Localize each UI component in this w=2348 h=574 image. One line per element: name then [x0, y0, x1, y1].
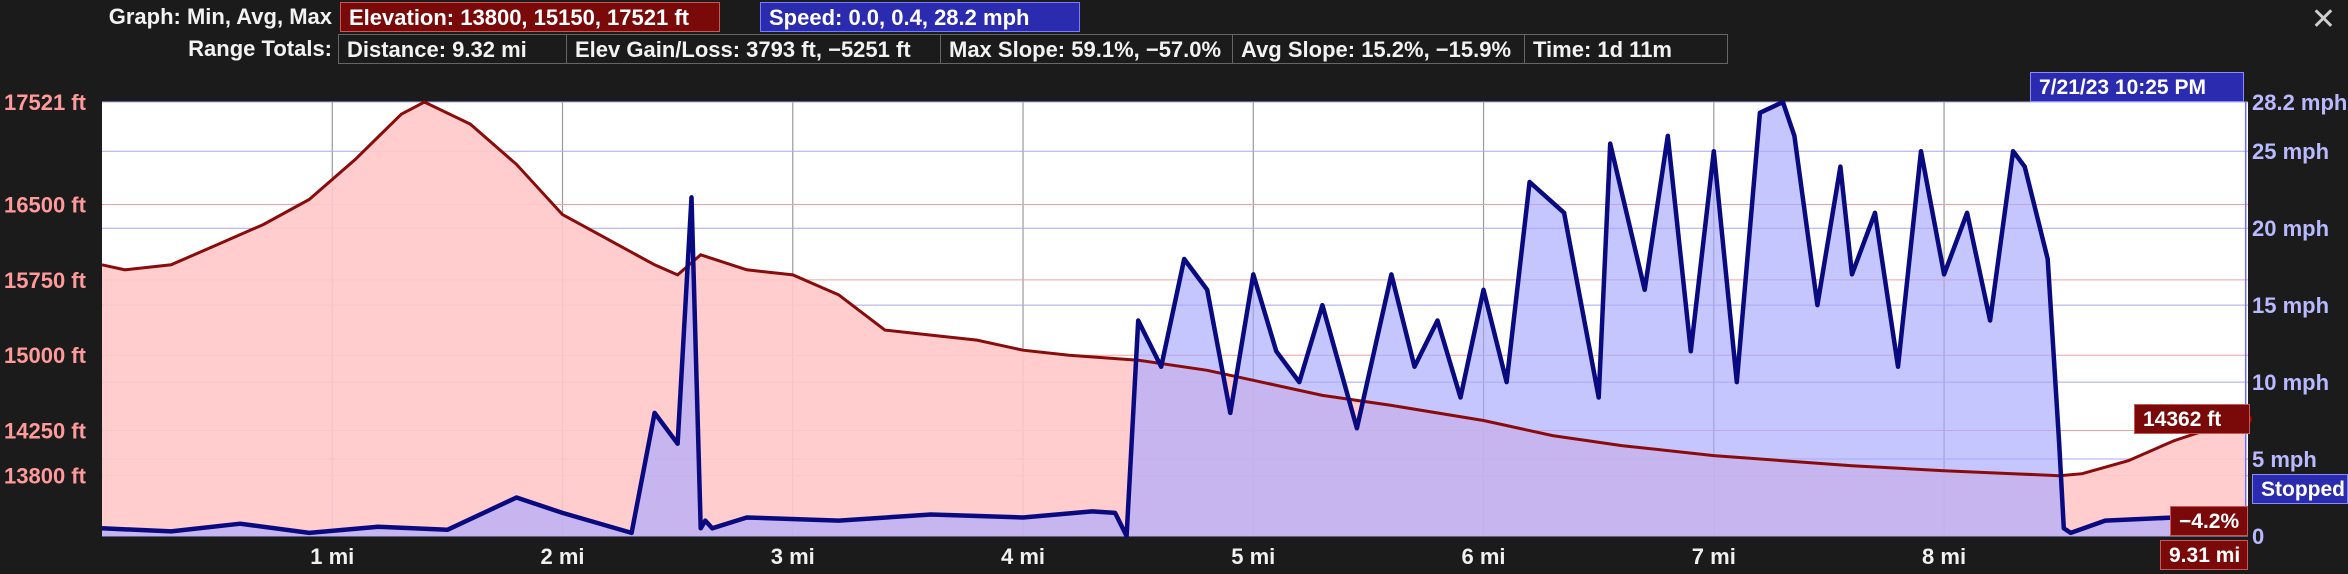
elevation-tick-label: 14250 ft	[4, 419, 87, 444]
speed-axis: 0 5 mph 10 mph 15 mph 20 mph 25 mph 28.2 mph	[2252, 90, 2347, 549]
close-icon[interactable]: ✕	[2310, 3, 2336, 36]
elevation-area	[102, 102, 2246, 536]
distance-tick-label: 4 mi	[1001, 544, 1045, 569]
avg-slope-total: Avg Slope: 15.2%, −15.9%	[1232, 34, 1526, 64]
distance-tick-label: 2 mi	[540, 544, 584, 569]
range-totals-label: Range Totals:	[188, 36, 332, 61]
graph-label: Graph: Min, Avg, Max	[108, 4, 332, 29]
speed-summary-chip[interactable]: Speed: 0.0, 0.4, 28.2 mph	[760, 2, 1080, 32]
distance-tick-label: 8 mi	[1922, 544, 1966, 569]
elev-gain-loss-total: Elev Gain/Loss: 3793 ft, −5251 ft	[566, 34, 942, 64]
speed-area	[102, 102, 2246, 536]
cursor-distance-label: 9.31 mi	[2160, 540, 2248, 570]
speed-tick-label: 0	[2252, 524, 2264, 549]
elevation-tick-label: 13800 ft	[4, 464, 87, 489]
speed-tick-label: 28.2 mph	[2252, 90, 2347, 115]
speed-tick-label: 20 mph	[2252, 216, 2329, 241]
speed-tick-label: 15 mph	[2252, 293, 2329, 318]
speed-tick-label: 10 mph	[2252, 370, 2329, 395]
elevation-tick-label: 16500 ft	[4, 193, 87, 218]
cursor-timestamp: 7/21/23 10:25 PM	[2030, 72, 2244, 102]
distance-tick-label: 1 mi	[310, 544, 354, 569]
elevation-tick-label: 15750 ft	[4, 268, 87, 293]
elevation-line	[101, 100, 2247, 478]
speed-line	[101, 99, 2246, 539]
cursor-elevation-label: 14362 ft	[2134, 404, 2250, 434]
elevation-summary-chip[interactable]: Elevation: 13800, 15150, 17521 ft	[340, 2, 720, 32]
speed-tick-label: 25 mph	[2252, 139, 2329, 164]
time-total: Time: 1d 11m	[1524, 34, 1728, 64]
distance-tick-label: 3 mi	[771, 544, 815, 569]
cursor-speed-label: Stopped:	[2252, 474, 2348, 504]
distance-tick-label: 7 mi	[1692, 544, 1736, 569]
distance-total: Distance: 9.32 mi	[338, 34, 570, 64]
elevation-tick-label: 15000 ft	[4, 343, 87, 368]
elevation-tick-label: 17521 ft	[4, 90, 87, 115]
speed-tick-label: 5 mph	[2252, 447, 2317, 472]
elevation-axis: 13800 ft 14250 ft 15000 ft 15750 ft 16500 ft…	[4, 90, 87, 489]
distance-tick-label: 5 mi	[1231, 544, 1275, 569]
max-slope-total: Max Slope: 59.1%, −57.0%	[940, 34, 1234, 64]
distance-axis: 1 mi 2 mi 3 mi 4 mi 5 mi 6 mi 7 mi 8 mi	[310, 544, 1966, 569]
distance-tick-label: 6 mi	[1462, 544, 1506, 569]
cursor-slope-label: −4.2%	[2170, 506, 2248, 536]
